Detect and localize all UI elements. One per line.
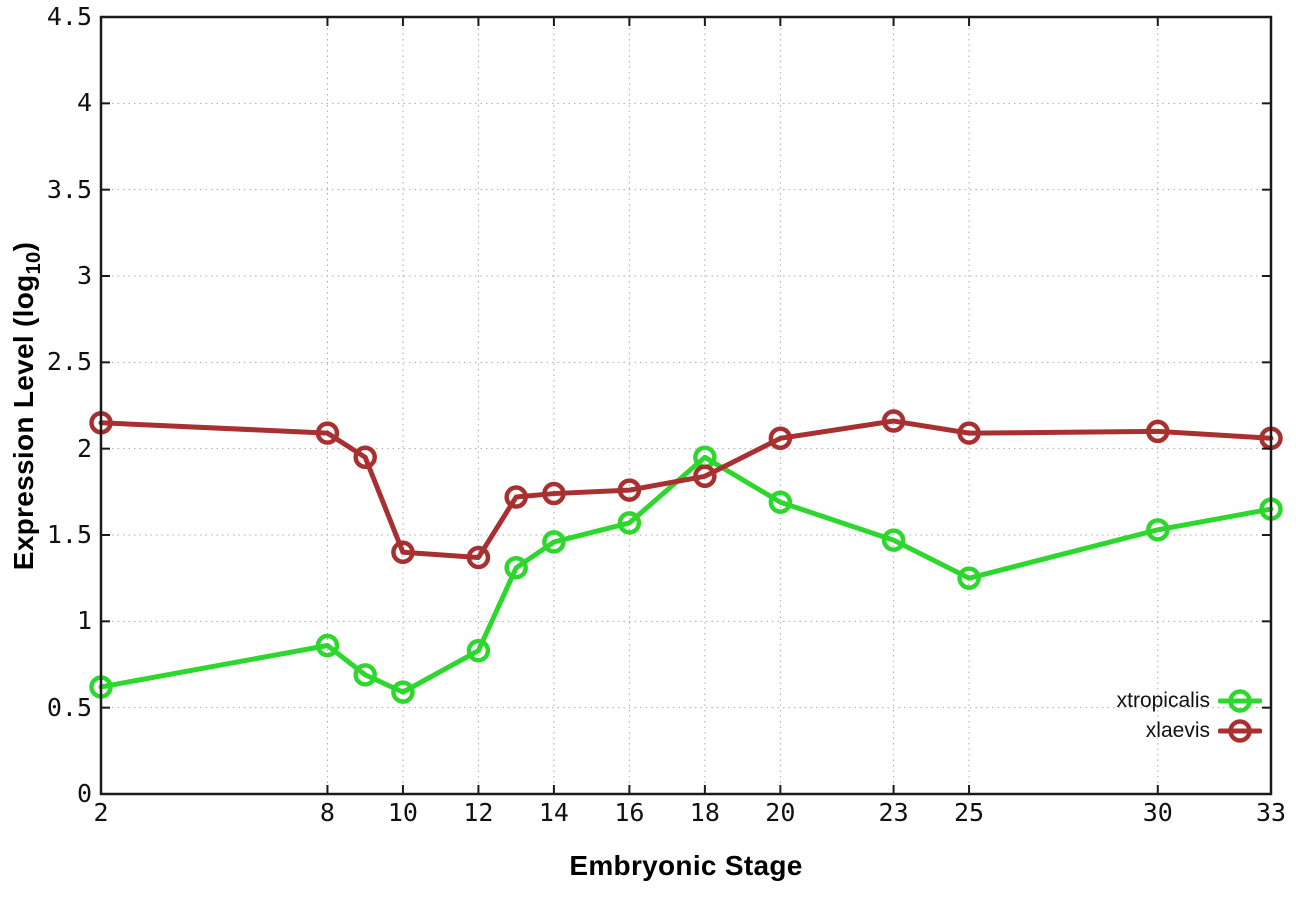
series-line-xtropicalis (98, 454, 1274, 695)
y-tick-label-3: 3 (76, 261, 92, 290)
y-axis-title-subscript: 10 (22, 251, 45, 275)
x-tick-label-2: 2 (93, 798, 109, 827)
legend-marker-xtropicalis (1218, 689, 1262, 713)
data-point-xlaevis-stage-20 (768, 426, 793, 451)
y-tick-label-4: 4 (76, 88, 92, 118)
x-axis-title: Embryonic Stage (569, 850, 803, 881)
legend-item-xtropicalis: xtropicalis (1117, 686, 1262, 716)
y-tick-label-1.5: 1.5 (46, 520, 92, 549)
x-tick-label-16: 16 (614, 798, 645, 827)
x-tick-label-30: 30 (1142, 798, 1173, 827)
data-point-xlaevis-stage-25 (957, 421, 981, 445)
x-tick-label-12: 12 (463, 798, 494, 827)
x-tick-label-14: 14 (538, 798, 569, 827)
y-tick-label-4.5: 4.5 (46, 2, 92, 31)
x-tick-label-10: 10 (387, 798, 418, 827)
y-tick-label-0.5: 0.5 (46, 692, 92, 722)
data-point-xtropicalis-stage-9 (353, 663, 377, 687)
x-tick-label-25: 25 (954, 798, 985, 827)
series-line-xlaevis (98, 418, 1274, 560)
plot-frame (99, 15, 1273, 796)
data-point-xtropicalis-stage-16 (617, 511, 642, 535)
y-axis-title-text: Expression Level (log (8, 274, 40, 571)
data-point-xtropicalis-stage-14 (542, 530, 566, 554)
y-tick-label-2.5: 2.5 (46, 347, 92, 377)
x-tick-label-23: 23 (878, 798, 909, 827)
legend-label-xtropicalis: xtropicalis (1116, 689, 1210, 712)
data-point-xlaevis-stage-30 (1146, 419, 1170, 444)
legend-circle-xtropicalis (1228, 689, 1252, 713)
legend-marker-xlaevis (1218, 719, 1262, 743)
legend-circle-xlaevis (1228, 719, 1252, 743)
data-point-xlaevis-stage-12 (466, 545, 491, 570)
data-point-xlaevis-stage-16 (617, 478, 642, 502)
legend-label-xlaevis: xlaevis (1145, 719, 1210, 742)
y-tick-label-2: 2 (76, 433, 92, 463)
y-axis-title: Expression Level (log10) (8, 242, 46, 570)
data-point-xlaevis-stage-9 (353, 445, 377, 470)
y-axis-title-suffix: ) (8, 241, 40, 252)
data-point-xtropicalis-stage-25 (957, 566, 981, 590)
data-point-xtropicalis-stage-10 (391, 680, 415, 704)
data-point-xlaevis-stage-14 (542, 481, 566, 506)
y-tick-label-3.5: 3.5 (46, 174, 92, 204)
y-tick-label-0: 0 (76, 779, 92, 808)
x-tick-label-33: 33 (1255, 798, 1287, 827)
data-point-xlaevis-stage-18 (693, 464, 717, 489)
data-point-xtropicalis-stage-20 (768, 490, 793, 514)
data-point-xlaevis-stage-13 (504, 485, 528, 509)
y-tick-label-1: 1 (76, 606, 92, 636)
legend-item-xlaevis: xlaevis (1117, 716, 1262, 746)
data-point-xlaevis-stage-8 (315, 421, 340, 445)
data-point-xtropicalis-stage-30 (1146, 518, 1170, 542)
x-tick-label-8: 8 (319, 798, 335, 827)
data-point-xlaevis-stage-23 (881, 409, 906, 433)
x-tick-label-18: 18 (689, 798, 720, 827)
data-point-xlaevis-stage-10 (391, 540, 415, 565)
data-point-xtropicalis-stage-13 (504, 556, 528, 580)
data-point-xtropicalis-stage-23 (881, 528, 906, 552)
data-point-xtropicalis-stage-8 (315, 633, 340, 658)
data-point-xtropicalis-stage-12 (466, 638, 491, 663)
legend: xtropicalis xlaevis (1117, 686, 1262, 746)
x-tick-label-20: 20 (765, 798, 796, 827)
